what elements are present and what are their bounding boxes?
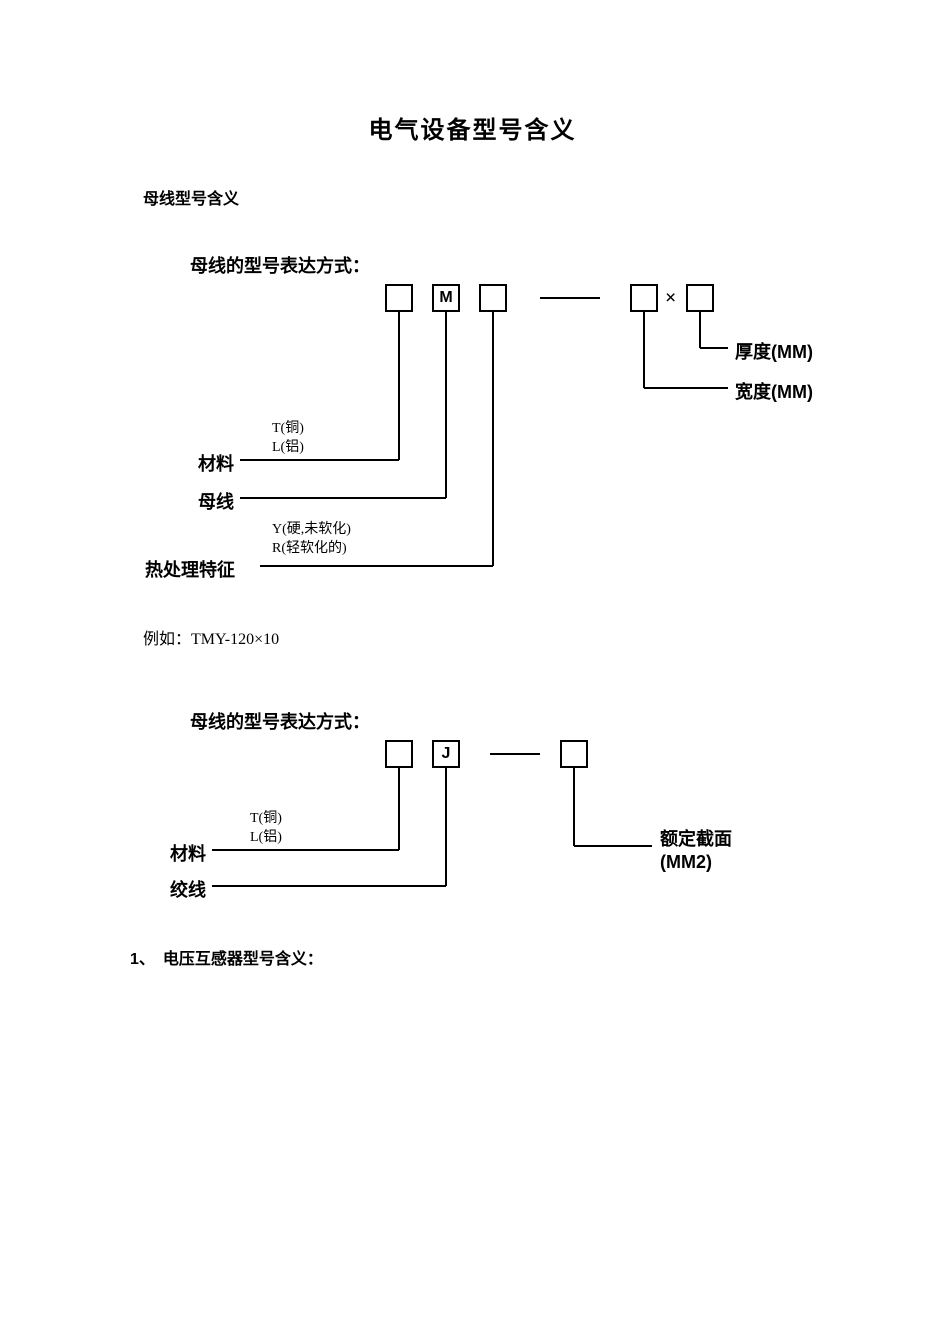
- connector-lines: [0, 0, 945, 1337]
- document-page: 电气设备型号含义 母线型号含义 母线的型号表达方式： M × 厚度(MM) 宽度…: [0, 0, 945, 1337]
